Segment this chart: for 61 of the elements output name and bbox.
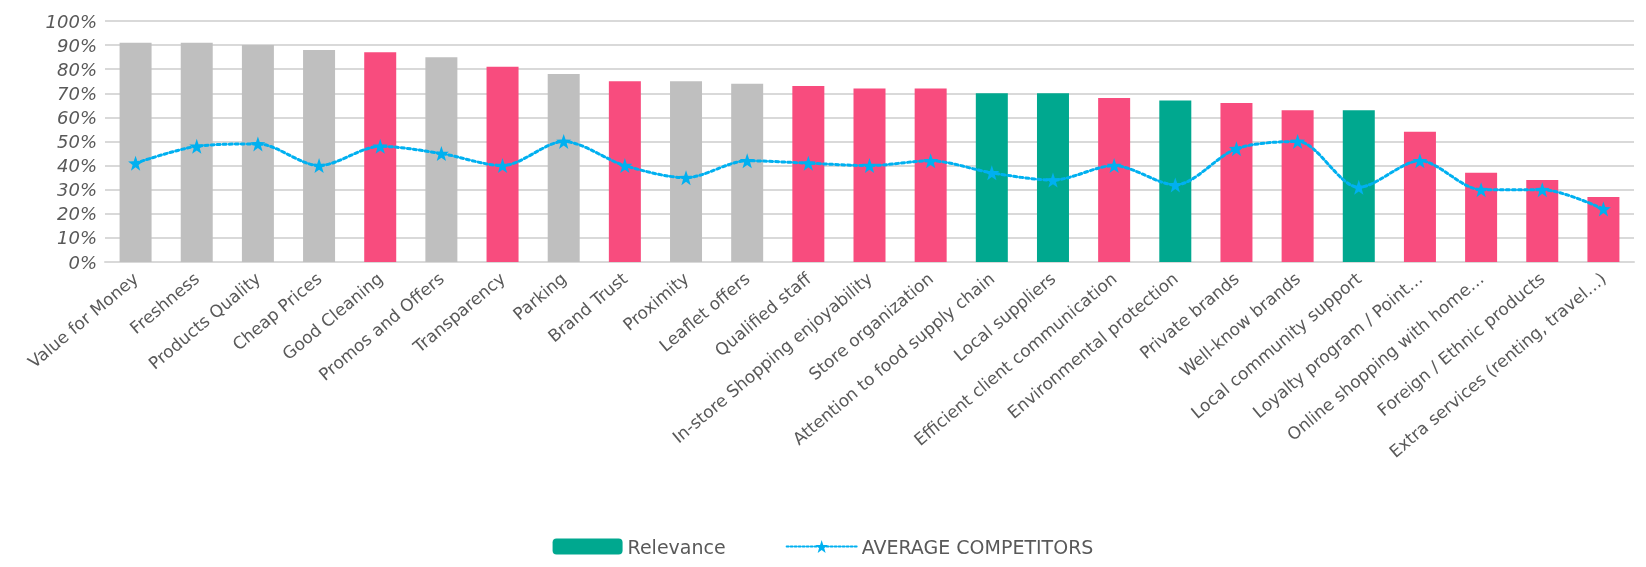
legend-label: Relevance bbox=[627, 535, 726, 558]
bar bbox=[1403, 131, 1436, 262]
bar bbox=[486, 66, 519, 262]
legend-label: AVERAGE COMPETITORS bbox=[861, 535, 1094, 558]
point bbox=[617, 158, 633, 174]
y-tick-label: 30% bbox=[56, 179, 97, 201]
bar bbox=[1159, 100, 1192, 262]
y-tick-label: 0% bbox=[68, 251, 97, 273]
bar bbox=[731, 83, 764, 262]
point bbox=[495, 158, 511, 174]
bar bbox=[1281, 110, 1314, 262]
bar bbox=[1465, 172, 1498, 262]
bar bbox=[1342, 110, 1375, 262]
bar bbox=[547, 74, 580, 262]
bar bbox=[1587, 196, 1620, 262]
point bbox=[433, 146, 449, 162]
y-tick-label: 70% bbox=[56, 82, 97, 104]
point bbox=[311, 158, 327, 174]
point bbox=[1106, 158, 1122, 174]
bar bbox=[1098, 98, 1131, 262]
bar bbox=[180, 42, 213, 262]
point bbox=[1228, 141, 1244, 157]
bar bbox=[608, 81, 641, 262]
point bbox=[1534, 182, 1550, 198]
y-tick-label: 20% bbox=[56, 203, 97, 225]
bar bbox=[1036, 93, 1069, 262]
bar bbox=[241, 45, 274, 262]
bar bbox=[914, 88, 947, 262]
bar bbox=[853, 88, 886, 262]
point bbox=[189, 138, 205, 154]
point bbox=[1595, 201, 1611, 217]
bar bbox=[425, 57, 458, 262]
point bbox=[1290, 134, 1306, 149]
point bbox=[739, 153, 755, 169]
point bbox=[923, 153, 939, 169]
bar bbox=[792, 86, 825, 262]
point bbox=[1412, 153, 1428, 169]
point bbox=[800, 155, 816, 171]
y-tick-label: 90% bbox=[56, 34, 97, 56]
point bbox=[250, 136, 266, 152]
point bbox=[1473, 182, 1489, 198]
bar bbox=[670, 81, 703, 262]
point bbox=[128, 155, 144, 171]
bar bbox=[1526, 180, 1559, 262]
y-tick-label: 40% bbox=[56, 155, 97, 177]
bar bbox=[975, 93, 1008, 262]
point bbox=[556, 134, 572, 149]
point bbox=[1045, 172, 1061, 188]
point bbox=[862, 158, 877, 174]
bar bbox=[303, 49, 336, 262]
y-tick-label: 50% bbox=[56, 131, 97, 152]
point bbox=[678, 170, 694, 186]
bar bbox=[119, 42, 152, 262]
bar bbox=[1220, 102, 1253, 262]
y-tick-label: 80% bbox=[56, 58, 97, 80]
bar bbox=[364, 52, 397, 262]
y-tick-label: 60% bbox=[56, 106, 97, 128]
y-tick-label: 10% bbox=[56, 227, 97, 249]
point bbox=[1167, 177, 1183, 193]
y-tick-label: 100% bbox=[45, 10, 97, 32]
point bbox=[372, 138, 388, 154]
